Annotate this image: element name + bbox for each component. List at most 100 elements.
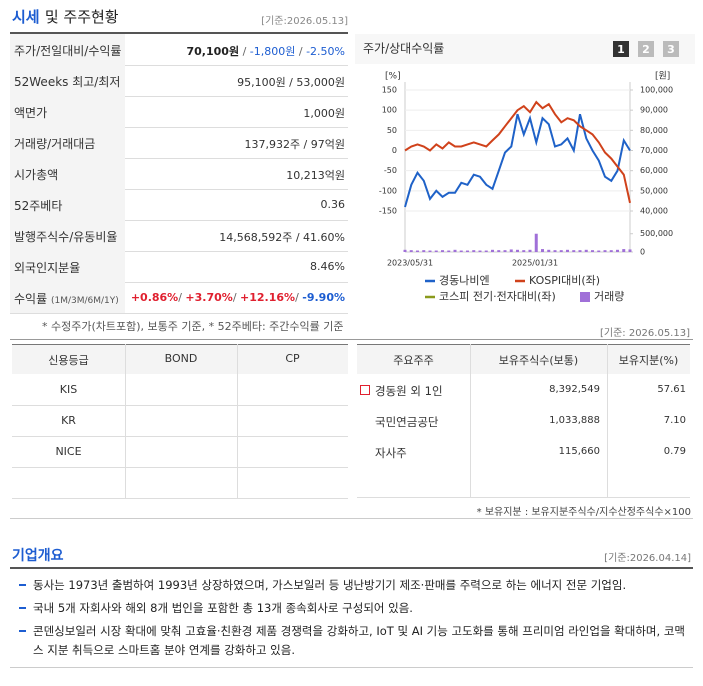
holder-stake: 57.61 [657,384,686,395]
volume-bar [609,250,613,252]
volume-bar [403,249,407,252]
y-axis-label: [%] [385,72,401,82]
volume-bar [522,250,526,252]
volume-bar [628,249,632,252]
value-part: / [295,45,307,58]
volume-bar [547,249,551,252]
volume-bar [503,250,507,252]
header-bg [357,344,690,374]
header-cell: 보유지분(%) [618,354,679,367]
y2-tick-label: 100,000 [640,86,673,95]
volume-bar [409,250,413,252]
tab-button[interactable] [613,41,629,57]
row-value: 10,213억원 [286,167,345,183]
row-value: 70,100원 / -1,800원 / -2.50% [187,43,346,59]
y2-tick-label: 90,000 [640,106,668,115]
volume-bar [466,250,469,252]
cell: KIS [59,383,78,396]
row-label: 발행주식수/유동비율 [14,228,117,245]
value-part: / [178,291,186,304]
divider [10,667,693,668]
volume-bar [566,249,569,252]
value-part: +12.16% [240,291,296,304]
value-part: / [232,291,241,304]
y2-tick-label: 60,000 [640,166,668,175]
bullet-text: 국내 5개 자회사와 해외 8개 법인을 포함한 총 13개 종속회사로 구성되… [33,601,413,615]
label-cell [10,189,125,220]
row-value: +0.86%/ +3.70%/ +12.16%/ -9.90% [131,291,345,304]
row-label: 52Weeks 최고/최저 [14,73,120,90]
volume-bar [553,250,557,252]
note: * 수정주가(차트포함), 보통주 기준, * 52주베타: 주간수익률 기준 [42,320,344,333]
row-label: 52주베타 [14,197,62,214]
value-part: 70,100원 [186,45,240,58]
row-line [12,436,348,437]
row-line [12,405,348,406]
value-part: -1,800원 [249,45,296,58]
volume-bar [622,249,626,252]
bullet-text: 콘덴싱보일러 시장 확대에 맞춰 고효율·친환경 제품 경쟁력을 강화하고, I… [33,624,685,657]
holder-name: 경동원 외 1인 [375,384,443,398]
row-line [10,127,348,128]
row-line [10,65,348,66]
volume-bar [459,250,463,252]
y-tick-label: -100 [379,186,397,195]
x-tick-label: 2025/01/31 [512,259,558,268]
row-label: 액면가 [14,104,47,121]
tab-button[interactable] [638,41,654,57]
y-tick-label: -50 [384,166,397,175]
expand-icon[interactable] [360,385,370,395]
label: 52주베타 [14,199,63,213]
col-line [125,344,126,499]
volume-bar [434,250,438,252]
volume-bar [616,249,619,252]
bullet [19,630,26,632]
date: [기준:2026.04.14] [604,553,691,564]
cell: KR [61,414,76,427]
volume-bar [559,250,563,252]
y2-axis-label: [원] [655,71,670,82]
y-tick-label: -150 [379,207,397,216]
col-line [237,344,238,499]
volume-bar [422,250,426,252]
holder-stake: 0.79 [663,446,686,457]
volume-bar [497,250,501,252]
row-label: 외국인지분율 [14,259,80,276]
volume-bar [534,233,538,252]
row-label: 수익률 (1M/3M/6M/1Y) [14,290,119,307]
value-part: / [295,291,303,304]
value-part: 8.46% [310,260,345,273]
cell: NICE [55,445,82,458]
table-top [12,344,348,345]
row-line [10,158,348,159]
volume-bar [428,250,432,252]
label: 액면가 [14,106,48,120]
label: 발행주식수/유동비율 [14,230,118,244]
header-bg [12,344,348,374]
header-cell: 신용등급 [48,354,89,367]
label-cell [10,220,125,251]
volume-bar [491,249,494,252]
holder-shares: 115,660 [558,446,600,457]
row-value: 8.46% [310,260,345,273]
volume-bar [416,250,419,252]
volume-bar [572,250,576,252]
title-highlight: 시세 [12,8,40,26]
holder-shares: 8,392,549 [549,384,600,395]
label: 수익률 [14,292,48,306]
tab-button[interactable] [663,41,679,57]
holder-shares: 1,033,888 [549,415,600,426]
value-part: 95,100원 / 53,000원 [237,76,345,89]
row-label: 거래량/거래대금 [14,135,95,152]
label-cell [10,282,125,313]
row-line [12,467,348,468]
row-line [10,282,348,283]
value-part: -2.50% [306,45,345,58]
label-cell [10,65,125,96]
series-line [404,113,631,208]
legend-label: 거래량 [594,290,624,303]
row-value: 95,100원 / 53,000원 [237,74,345,90]
row-label: 시가총액 [14,166,58,183]
y2-tick-label: 80,000 [640,126,668,135]
